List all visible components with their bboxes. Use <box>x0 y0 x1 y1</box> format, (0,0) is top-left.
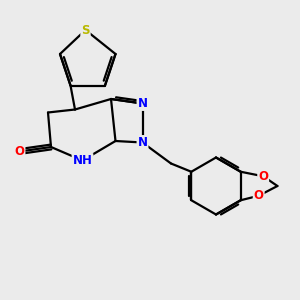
Text: S: S <box>81 23 90 37</box>
Text: O: O <box>254 189 264 202</box>
Text: N: N <box>137 136 148 149</box>
Text: NH: NH <box>73 154 92 167</box>
Text: O: O <box>14 145 25 158</box>
Text: N: N <box>137 97 148 110</box>
Text: O: O <box>258 170 268 183</box>
